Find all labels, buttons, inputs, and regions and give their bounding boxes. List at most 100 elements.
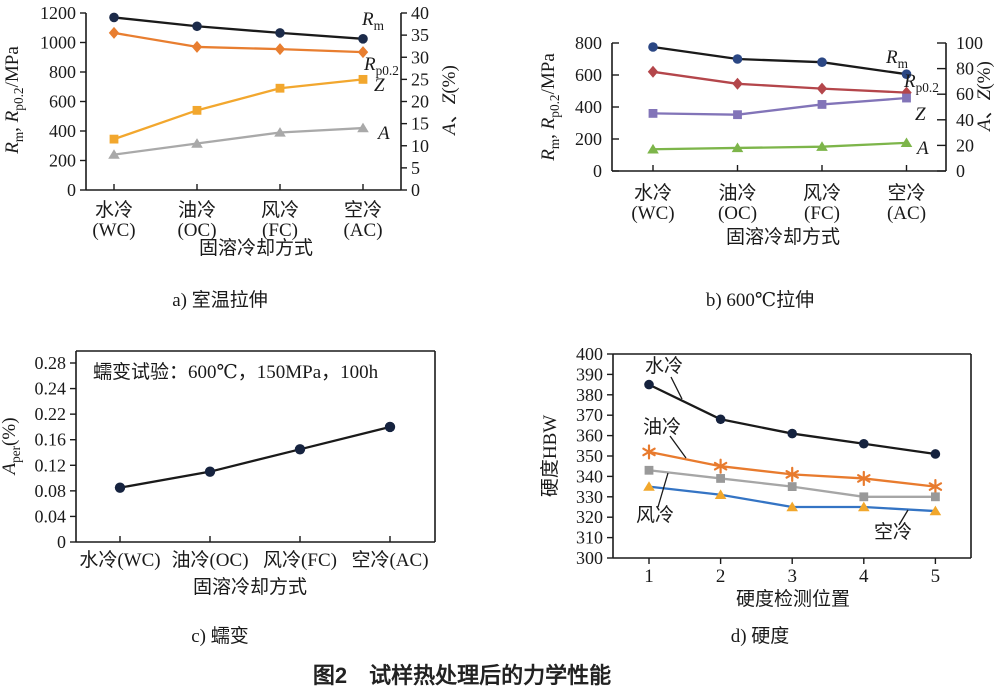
svg-text:1: 1 (644, 566, 654, 587)
svg-text:800: 800 (49, 62, 76, 82)
caption-600c-tensile: b) 600℃拉伸 (705, 290, 815, 311)
svg-text:A、Z(%): A、Z(%) (974, 61, 995, 133)
svg-text:(OC): (OC) (718, 203, 757, 224)
svg-text:0: 0 (67, 180, 76, 200)
svg-text:(WC): (WC) (631, 203, 674, 224)
svg-text:固溶冷却方式: 固溶冷却方式 (726, 226, 840, 248)
svg-text:水冷: 水冷 (634, 182, 672, 204)
svg-text:硬度检测位置: 硬度检测位置 (736, 588, 850, 610)
svg-text:0: 0 (956, 161, 965, 181)
svg-text:1000: 1000 (40, 33, 76, 53)
svg-text:360: 360 (576, 426, 603, 446)
svg-text:60: 60 (956, 84, 974, 104)
svg-text:油冷: 油冷 (718, 182, 756, 204)
svg-text:0.04: 0.04 (35, 506, 67, 526)
svg-text:空冷: 空冷 (887, 182, 925, 204)
svg-text:15: 15 (411, 114, 429, 134)
svg-text:A: A (376, 123, 390, 144)
svg-text:(AC): (AC) (887, 203, 926, 224)
svg-text:5: 5 (931, 566, 941, 587)
svg-text:A: A (915, 138, 929, 159)
svg-text:4: 4 (859, 566, 869, 587)
svg-text:0.12: 0.12 (35, 455, 67, 475)
svg-text:空冷: 空冷 (874, 521, 912, 543)
svg-text:600: 600 (575, 65, 602, 85)
svg-text:100: 100 (956, 33, 983, 53)
svg-text:20: 20 (956, 135, 974, 155)
svg-text:水冷(WC): 水冷(WC) (79, 549, 160, 571)
svg-text:380: 380 (576, 385, 603, 405)
svg-text:Z: Z (374, 75, 385, 96)
svg-text:20: 20 (411, 92, 429, 112)
svg-text:(FC): (FC) (804, 203, 840, 224)
svg-text:2: 2 (716, 566, 726, 587)
svg-text:40: 40 (411, 3, 429, 23)
svg-text:0.16: 0.16 (35, 430, 67, 450)
svg-text:390: 390 (576, 364, 603, 384)
svg-text:600: 600 (49, 92, 76, 112)
svg-text:风冷: 风冷 (803, 182, 841, 204)
svg-text:25: 25 (411, 69, 429, 89)
svg-text:(AC): (AC) (343, 220, 382, 241)
svg-text:水冷: 水冷 (95, 199, 133, 221)
chart-room-temp-tensile: 0200400600800100012000510152025303540水冷(… (2, 3, 460, 259)
svg-text:30: 30 (411, 47, 429, 67)
svg-text:35: 35 (411, 25, 429, 45)
svg-text:Rm, Rp0.2/MPa: Rm, Rp0.2/MPa (2, 46, 26, 155)
svg-text:340: 340 (576, 466, 603, 486)
svg-text:油冷: 油冷 (643, 416, 681, 438)
svg-text:80: 80 (956, 59, 974, 79)
svg-text:风冷(FC): 风冷(FC) (263, 549, 337, 571)
svg-text:0.22: 0.22 (35, 404, 67, 424)
svg-text:Rp0.2: Rp0.2 (903, 71, 939, 95)
caption-room-temp-tensile: a) 室温拉伸 (172, 290, 268, 311)
svg-text:300: 300 (576, 548, 603, 568)
svg-text:Rm: Rm (885, 47, 909, 71)
svg-text:370: 370 (576, 405, 603, 425)
svg-text:0.28: 0.28 (35, 353, 67, 373)
svg-text:400: 400 (575, 97, 602, 117)
svg-text:0: 0 (593, 161, 602, 181)
svg-text:200: 200 (575, 129, 602, 149)
caption-creep: c) 蠕变 (191, 626, 249, 647)
svg-text:Rp0.2: Rp0.2 (363, 54, 399, 78)
svg-text:0: 0 (411, 180, 420, 200)
svg-text:Rm: Rm (361, 9, 385, 33)
svg-text:固溶冷却方式: 固溶冷却方式 (193, 576, 307, 598)
svg-text:Aper(%): Aper(%) (0, 417, 23, 476)
svg-text:水冷: 水冷 (645, 355, 683, 377)
svg-text:风冷: 风冷 (636, 504, 674, 526)
svg-text:800: 800 (575, 33, 602, 53)
figure-title: 图2 试样热处理后的力学性能 (312, 663, 612, 688)
svg-text:蠕变试验：600℃，150MPa，100h: 蠕变试验：600℃，150MPa，100h (93, 361, 379, 383)
chart-600c-tensile: 0200400600800020406080100水冷(WC)油冷(OC)风冷(… (538, 33, 995, 248)
svg-text:330: 330 (576, 487, 603, 507)
svg-text:Z: Z (915, 104, 926, 125)
svg-text:硬度HBW: 硬度HBW (539, 415, 561, 497)
svg-text:0.24: 0.24 (35, 379, 67, 399)
svg-text:油冷: 油冷 (178, 199, 216, 221)
svg-text:40: 40 (956, 110, 974, 130)
svg-text:0: 0 (57, 532, 66, 552)
svg-text:Rm, Rp0.2/MPa: Rm, Rp0.2/MPa (538, 53, 562, 162)
svg-text:310: 310 (576, 528, 603, 548)
svg-text:油冷(OC): 油冷(OC) (171, 549, 248, 571)
svg-text:200: 200 (49, 151, 76, 171)
svg-text:A、Z(%): A、Z(%) (439, 65, 460, 137)
svg-text:(OC): (OC) (177, 220, 216, 241)
svg-text:风冷: 风冷 (261, 199, 299, 221)
svg-text:0.08: 0.08 (35, 481, 67, 501)
caption-hardness: d) 硬度 (730, 626, 790, 647)
svg-text:5: 5 (411, 158, 420, 178)
svg-text:10: 10 (411, 136, 429, 156)
svg-text:3: 3 (787, 566, 797, 587)
svg-text:400: 400 (49, 121, 76, 141)
svg-text:1200: 1200 (40, 3, 76, 23)
svg-text:空冷: 空冷 (344, 199, 382, 221)
svg-text:固溶冷却方式: 固溶冷却方式 (199, 237, 313, 259)
svg-text:(WC): (WC) (92, 220, 135, 241)
svg-text:(FC): (FC) (262, 220, 298, 241)
svg-text:350: 350 (576, 446, 603, 466)
